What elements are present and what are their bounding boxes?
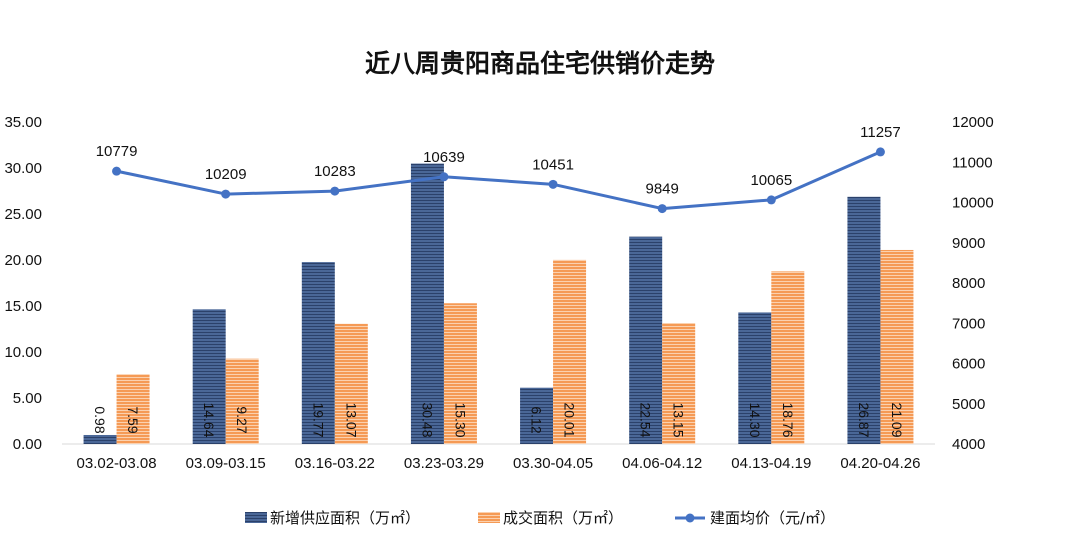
line-series: 10779 10209 10283 10639 10451 9849 10065 11257: [96, 124, 901, 214]
price-marker: [221, 189, 231, 199]
bar-sales: [880, 249, 914, 444]
legend-swatch-supply: [245, 512, 267, 523]
bar-supply: [520, 387, 554, 444]
bar-sales: [771, 271, 805, 444]
x-axis: 03.02-03.08 03.09-03.15 03.16-03.22 03.23-0…: [77, 455, 921, 472]
left-y-tick-label: 20.00: [4, 252, 42, 269]
price-label: 9849: [646, 181, 679, 198]
x-tick-label: 04.13-04.19: [731, 455, 811, 472]
bar-supply: [410, 163, 444, 445]
bar-supply: [629, 236, 663, 444]
price-label: 10639: [423, 149, 465, 166]
bar-sales: [225, 358, 259, 444]
price-marker: [439, 172, 449, 182]
right-y-tick-label: 11000: [952, 154, 993, 171]
price-marker: [657, 204, 667, 214]
x-tick-label: 03.16-03.22: [295, 455, 375, 472]
x-tick-label: 03.09-03.15: [186, 455, 266, 472]
bar-sales-label: 20.01: [562, 402, 578, 437]
price-label: 10451: [532, 156, 574, 173]
left-y-tick-label: 0.00: [13, 436, 42, 453]
left-y-tick-label: 15.00: [4, 298, 42, 315]
right-y-tick-label: 6000: [952, 356, 985, 373]
x-tick-label: 03.23-03.29: [404, 455, 484, 472]
price-marker: [330, 186, 340, 196]
left-y-tick-label: 25.00: [4, 206, 42, 223]
bar-sales-label: 13.07: [343, 402, 359, 437]
x-tick-label: 04.20-04.26: [840, 455, 920, 472]
bar-sales-label: 7.59: [125, 406, 141, 433]
legend: 新增供应面积（万㎡） 成交面积（万㎡） 建面均价（元/㎡）: [245, 509, 835, 527]
legend-swatch-price-marker: [685, 513, 695, 523]
bar-supply: [301, 262, 335, 444]
price-marker: [875, 147, 885, 157]
bar-sales: [116, 374, 150, 444]
price-label: 10779: [96, 143, 138, 160]
right-y-tick-label: 12000: [952, 114, 994, 131]
bar-supply-label: 6.12: [529, 406, 545, 433]
price-label: 10209: [205, 166, 247, 183]
bar-supply: [847, 196, 881, 444]
right-y-tick-label: 5000: [952, 396, 985, 413]
right-y-tick-label: 4000: [952, 436, 985, 453]
bar-series: 0.98 14.64 19.77 30.48 6.12 22.54 14.30 26.87 7.…: [83, 163, 914, 445]
bar-sales: [334, 323, 368, 444]
bar-sales-label: 15.30: [452, 402, 468, 437]
left-y-tick-label: 10.00: [4, 344, 42, 361]
bar-sales-label: 9.27: [234, 406, 250, 433]
bar-supply-label: 14.30: [747, 402, 763, 437]
bar-supply-label: 19.77: [310, 402, 326, 437]
price-label: 10065: [750, 172, 792, 189]
bar-supply-label: 14.64: [201, 402, 217, 437]
bar-supply-label: 26.87: [856, 402, 872, 437]
bar-sales: [553, 259, 587, 444]
bar-sales-label: 21.09: [889, 402, 905, 437]
bar-sales-label: 18.76: [780, 402, 796, 437]
bar-sales-label: 13.15: [671, 402, 687, 437]
right-y-axis: 4000 5000 6000 7000 8000 9000 10000 11000 12000: [952, 114, 994, 453]
legend-label-price: 建面均价（元/㎡）: [710, 509, 835, 527]
x-tick-label: 03.30-04.05: [513, 455, 593, 472]
legend-label-supply: 新增供应面积（万㎡）: [270, 509, 420, 527]
bar-supply-label: 0.98: [92, 406, 108, 433]
bar-supply: [83, 434, 117, 444]
right-y-tick-label: 9000: [952, 235, 985, 252]
bar-sales: [662, 323, 696, 444]
left-y-tick-label: 5.00: [13, 390, 42, 407]
price-line: [116, 150, 882, 211]
legend-label-sales: 成交面积（万㎡）: [503, 509, 623, 527]
right-y-tick-label: 7000: [952, 315, 985, 332]
left-y-tick-label: 30.00: [4, 160, 42, 177]
price-marker: [548, 179, 558, 189]
x-tick-label: 04.06-04.12: [622, 455, 702, 472]
left-y-tick-label: 35.00: [4, 114, 42, 131]
x-tick-label: 03.02-03.08: [77, 455, 157, 472]
price-label: 11257: [860, 124, 901, 141]
price-marker: [112, 166, 122, 176]
right-y-tick-label: 8000: [952, 275, 985, 292]
left-y-axis: 0.00 5.00 10.00 15.00 20.00 25.00 30.00 35.00: [4, 114, 42, 453]
price-label: 10283: [314, 163, 356, 180]
bar-supply-label: 22.54: [638, 402, 654, 437]
price-marker: [766, 195, 776, 205]
legend-swatch-sales: [478, 512, 500, 523]
bar-supply: [192, 309, 226, 444]
bar-supply-label: 30.48: [419, 402, 435, 437]
right-y-tick-label: 10000: [952, 195, 994, 212]
bar-supply: [738, 312, 772, 444]
chart-title: 近八周贵阳商品住宅供销价走势: [365, 49, 715, 78]
bar-sales: [443, 303, 477, 444]
